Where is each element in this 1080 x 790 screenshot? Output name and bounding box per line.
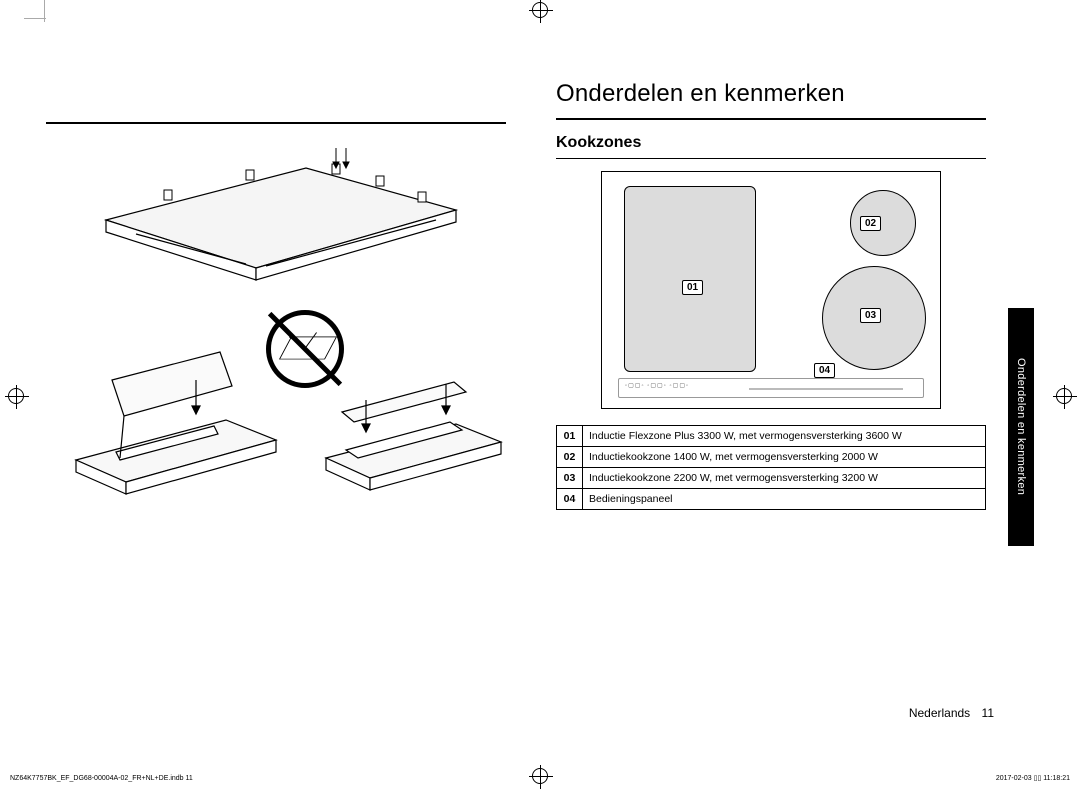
cell-num: 02 xyxy=(557,447,583,468)
cell-num: 01 xyxy=(557,426,583,447)
cell-desc: Inductie Flexzone Plus 3300 W, met vermo… xyxy=(583,426,986,447)
rule xyxy=(46,122,506,124)
right-column: Onderdelen en kenmerken Kookzones ◦▢▢◦ ◦… xyxy=(556,80,986,510)
callout-04: 04 xyxy=(814,363,835,378)
section-title: Kookzones xyxy=(556,134,986,152)
imprint-filename: NZ64K7757BK_EF_DG68-00004A-02_FR+NL+DE.i… xyxy=(10,775,193,782)
zone-flex xyxy=(624,186,756,372)
page-footer: Nederlands 11 xyxy=(909,706,994,720)
rule xyxy=(556,158,986,159)
callout-03: 03 xyxy=(860,308,881,323)
figure-install-steps xyxy=(46,340,506,500)
registration-mark-bottom xyxy=(532,768,548,784)
registration-mark-top xyxy=(532,2,548,18)
cooktop-diagram: ◦▢▢◦ ◦▢▢◦ ◦▢▢◦ 01 02 03 04 xyxy=(601,171,941,409)
crop-mark xyxy=(24,18,46,19)
language-label: Nederlands xyxy=(909,706,970,720)
cell-desc: Bedieningspaneel xyxy=(583,489,986,510)
table-row: 03 Inductiekookzone 2200 W, met vermogen… xyxy=(557,468,986,489)
control-panel: ◦▢▢◦ ◦▢▢◦ ◦▢▢◦ xyxy=(618,378,924,398)
cell-desc: Inductiekookzone 1400 W, met vermogensve… xyxy=(583,447,986,468)
registration-mark-left xyxy=(8,388,24,404)
cell-num: 04 xyxy=(557,489,583,510)
registration-mark-right xyxy=(1056,388,1072,404)
zones-table: 01 Inductie Flexzone Plus 3300 W, met ve… xyxy=(556,425,986,510)
callout-01: 01 xyxy=(682,280,703,295)
table-row: 02 Inductiekookzone 1400 W, met vermogen… xyxy=(557,447,986,468)
callout-02: 02 xyxy=(860,216,881,231)
page-body: Onderdelen en kenmerken Kookzones ◦▢▢◦ ◦… xyxy=(46,26,1034,764)
rule xyxy=(556,118,986,120)
side-tab: Onderdelen en kenmerken xyxy=(1008,308,1034,546)
imprint-timestamp: 2017-02-03 ▯▯ 11:18:21 xyxy=(996,774,1070,782)
table-row: 01 Inductie Flexzone Plus 3300 W, met ve… xyxy=(557,426,986,447)
left-column xyxy=(46,122,506,500)
page-number: 11 xyxy=(982,706,994,720)
figure-hob-underside xyxy=(46,140,506,290)
table-row: 04 Bedieningspaneel xyxy=(557,489,986,510)
cell-desc: Inductiekookzone 2200 W, met vermogensve… xyxy=(583,468,986,489)
page-title: Onderdelen en kenmerken xyxy=(556,80,986,108)
cell-num: 03 xyxy=(557,468,583,489)
